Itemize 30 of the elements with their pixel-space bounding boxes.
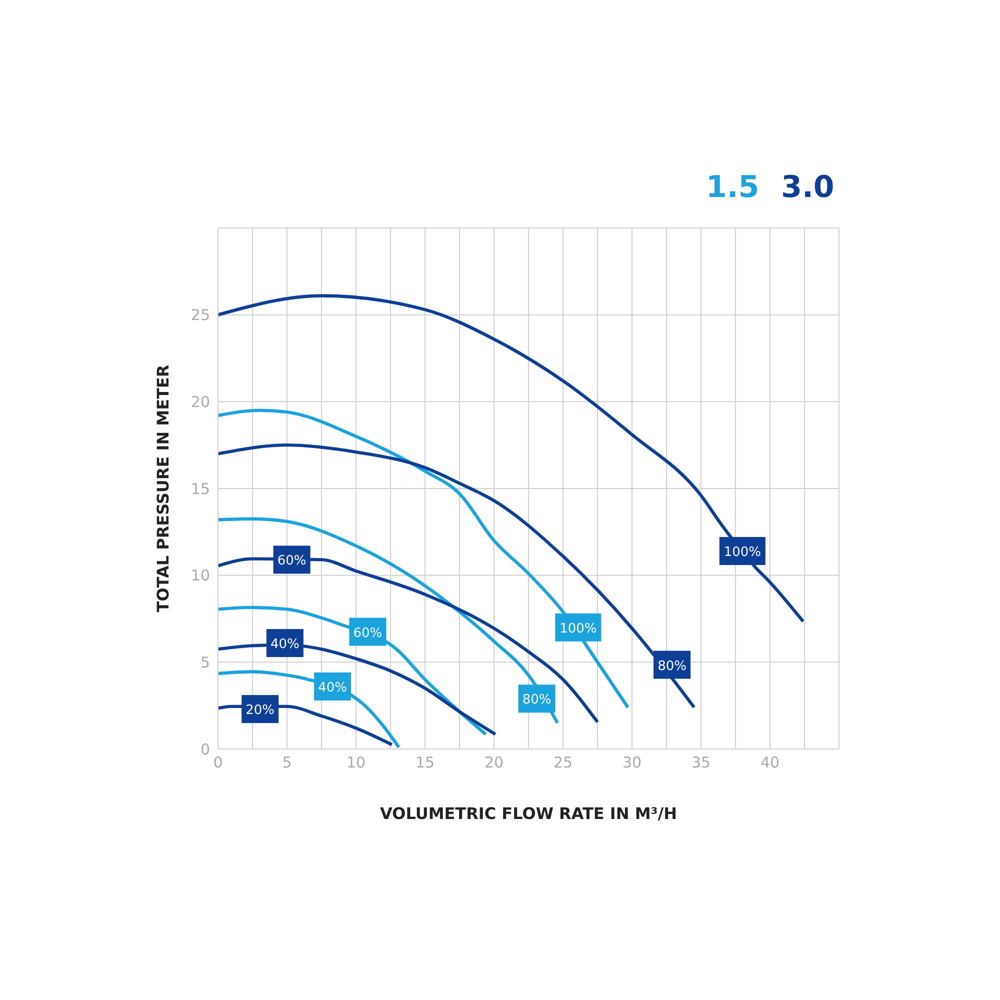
x-tick-label: 20 — [484, 754, 504, 772]
annotation: 60% — [277, 554, 306, 569]
y-tick-label: 10 — [190, 566, 210, 585]
x-tick-label: 0 — [213, 754, 223, 772]
line-series — [218, 517, 560, 725]
annotation: 40% — [318, 680, 347, 696]
y-tick-label: 0 — [200, 740, 210, 758]
y-tick-label: 5 — [200, 653, 210, 672]
x-tick-label: 25 — [553, 754, 573, 772]
line-series — [218, 606, 488, 736]
y-tick-label: 25 — [190, 306, 210, 324]
x-tick-label: 40 — [760, 754, 780, 772]
y-axis-title: TOTAL PRESSURE IN METER — [154, 364, 173, 612]
annotation: 80% — [522, 692, 552, 708]
annotation: 100% — [560, 621, 597, 636]
x-tick-label: 35 — [691, 754, 711, 772]
x-tick-label: 10 — [346, 754, 366, 772]
annotation: 100% — [724, 545, 761, 560]
annotation: 20% — [246, 703, 275, 718]
line-series — [218, 294, 805, 623]
x-tick-label: 15 — [415, 754, 435, 772]
y-tick-label: 15 — [190, 480, 210, 498]
y-tick-label: 20 — [190, 392, 210, 411]
x-axis-title: VOLUMETRIC FLOW RATE IN M³/H — [380, 804, 677, 823]
x-tick-label: 30 — [622, 754, 642, 772]
annotation: 60% — [353, 626, 382, 641]
annotation: 80% — [658, 658, 686, 674]
legend: 1.5 3.0 — [706, 170, 834, 205]
x-tick-label: 5 — [282, 754, 292, 772]
annotation: 40% — [270, 637, 300, 652]
